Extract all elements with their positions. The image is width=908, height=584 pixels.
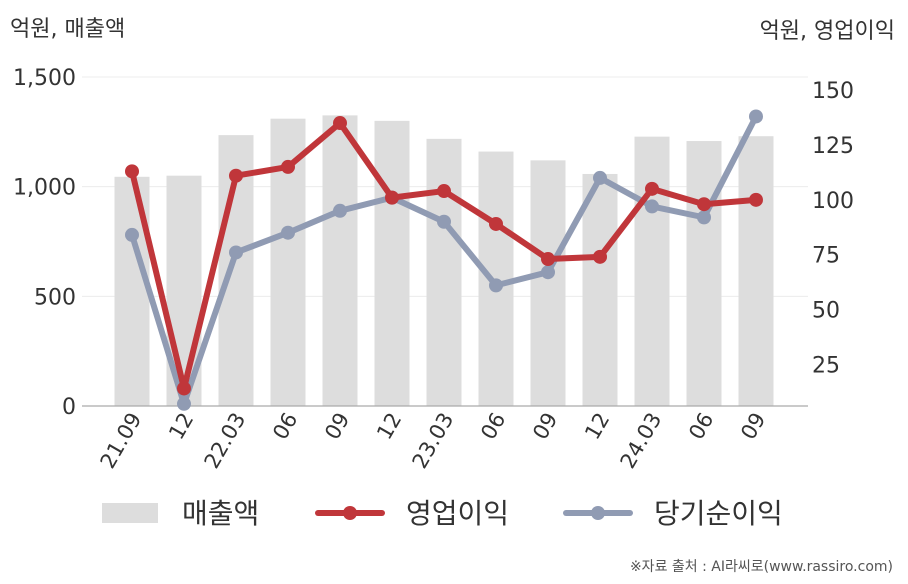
legend-swatch-marker <box>591 506 605 520</box>
x-tick-label: 24.03 <box>615 409 666 473</box>
series-point <box>437 184 451 199</box>
series-point <box>333 116 347 131</box>
x-tick-label: 06 <box>684 409 718 444</box>
right-tick-label: 125 <box>812 134 854 159</box>
series-point <box>749 192 763 207</box>
bar-revenue <box>322 115 358 406</box>
bar-revenue <box>686 141 722 406</box>
left-tick-label: 0 <box>62 395 76 420</box>
series-point <box>281 225 295 240</box>
left-axis-label: 억원, 매출액 <box>10 17 125 42</box>
series-point <box>125 227 139 242</box>
legend-swatch-bar <box>102 503 158 523</box>
series-point <box>333 203 347 218</box>
series-point <box>541 265 555 280</box>
right-tick-label: 100 <box>812 189 854 214</box>
series-point <box>229 168 243 183</box>
bar-revenue <box>582 173 618 406</box>
series-point <box>645 181 659 196</box>
bar-revenue <box>374 120 410 406</box>
series-point <box>177 396 191 411</box>
x-tick-label: 12 <box>580 409 614 444</box>
bar-revenue <box>738 136 774 406</box>
line-series <box>125 109 763 411</box>
series-point <box>385 190 399 205</box>
series-point <box>489 278 503 293</box>
right-axis-label: 억원, 영업이익 <box>760 19 895 44</box>
series-point <box>489 216 503 231</box>
legend-swatch-marker <box>343 506 357 520</box>
x-tick-label: 22.03 <box>199 409 250 473</box>
series-point <box>125 164 139 179</box>
x-tick-label: 09 <box>528 409 562 444</box>
x-tick-label: 09 <box>736 409 770 444</box>
source-note: ※자료 출처 : AI라씨로(www.rassiro.com) <box>630 559 893 575</box>
left-tick-label: 500 <box>34 285 76 310</box>
series-point <box>697 210 711 225</box>
right-tick-label: 150 <box>812 79 854 104</box>
x-tick-label: 06 <box>476 409 510 444</box>
x-tick-label: 23.03 <box>407 409 458 473</box>
right-tick-label: 25 <box>812 353 840 378</box>
left-axis-ticks: 0 500 1,000 1,500 <box>13 66 76 420</box>
x-tick-label: 06 <box>268 409 302 444</box>
x-tick-label: 21.09 <box>95 409 146 473</box>
legend-label: 매출액 <box>182 497 259 530</box>
bar-revenue <box>530 160 566 406</box>
x-tick-label: 12 <box>372 409 406 444</box>
series-point <box>749 109 763 124</box>
bar-revenue <box>426 138 462 407</box>
x-tick-label: 12 <box>164 409 198 444</box>
series-point <box>697 197 711 212</box>
right-axis-ticks: 25 50 75 100 125 150 <box>812 79 854 378</box>
series-point <box>437 214 451 229</box>
left-tick-label: 1,500 <box>13 66 76 91</box>
right-tick-label: 75 <box>812 244 840 269</box>
series-point <box>281 159 295 174</box>
series-point <box>541 252 555 267</box>
x-axis-ticks: 21.09 12 22.03 06 09 12 23.03 06 09 12 24.03 06 09 <box>95 409 770 473</box>
left-tick-label: 1,000 <box>13 176 76 201</box>
series-point <box>593 249 607 264</box>
series-point <box>177 381 191 396</box>
right-tick-label: 50 <box>812 298 840 323</box>
bar-revenue <box>634 136 670 406</box>
x-tick-label: 09 <box>320 409 354 444</box>
legend-label: 당기순이익 <box>654 497 783 530</box>
series-point <box>593 170 607 185</box>
legend: 매출액 영업이익 당기순이익 <box>102 497 783 530</box>
series-point <box>645 199 659 214</box>
legend-label: 영업이익 <box>406 497 509 530</box>
series-point <box>229 245 243 260</box>
